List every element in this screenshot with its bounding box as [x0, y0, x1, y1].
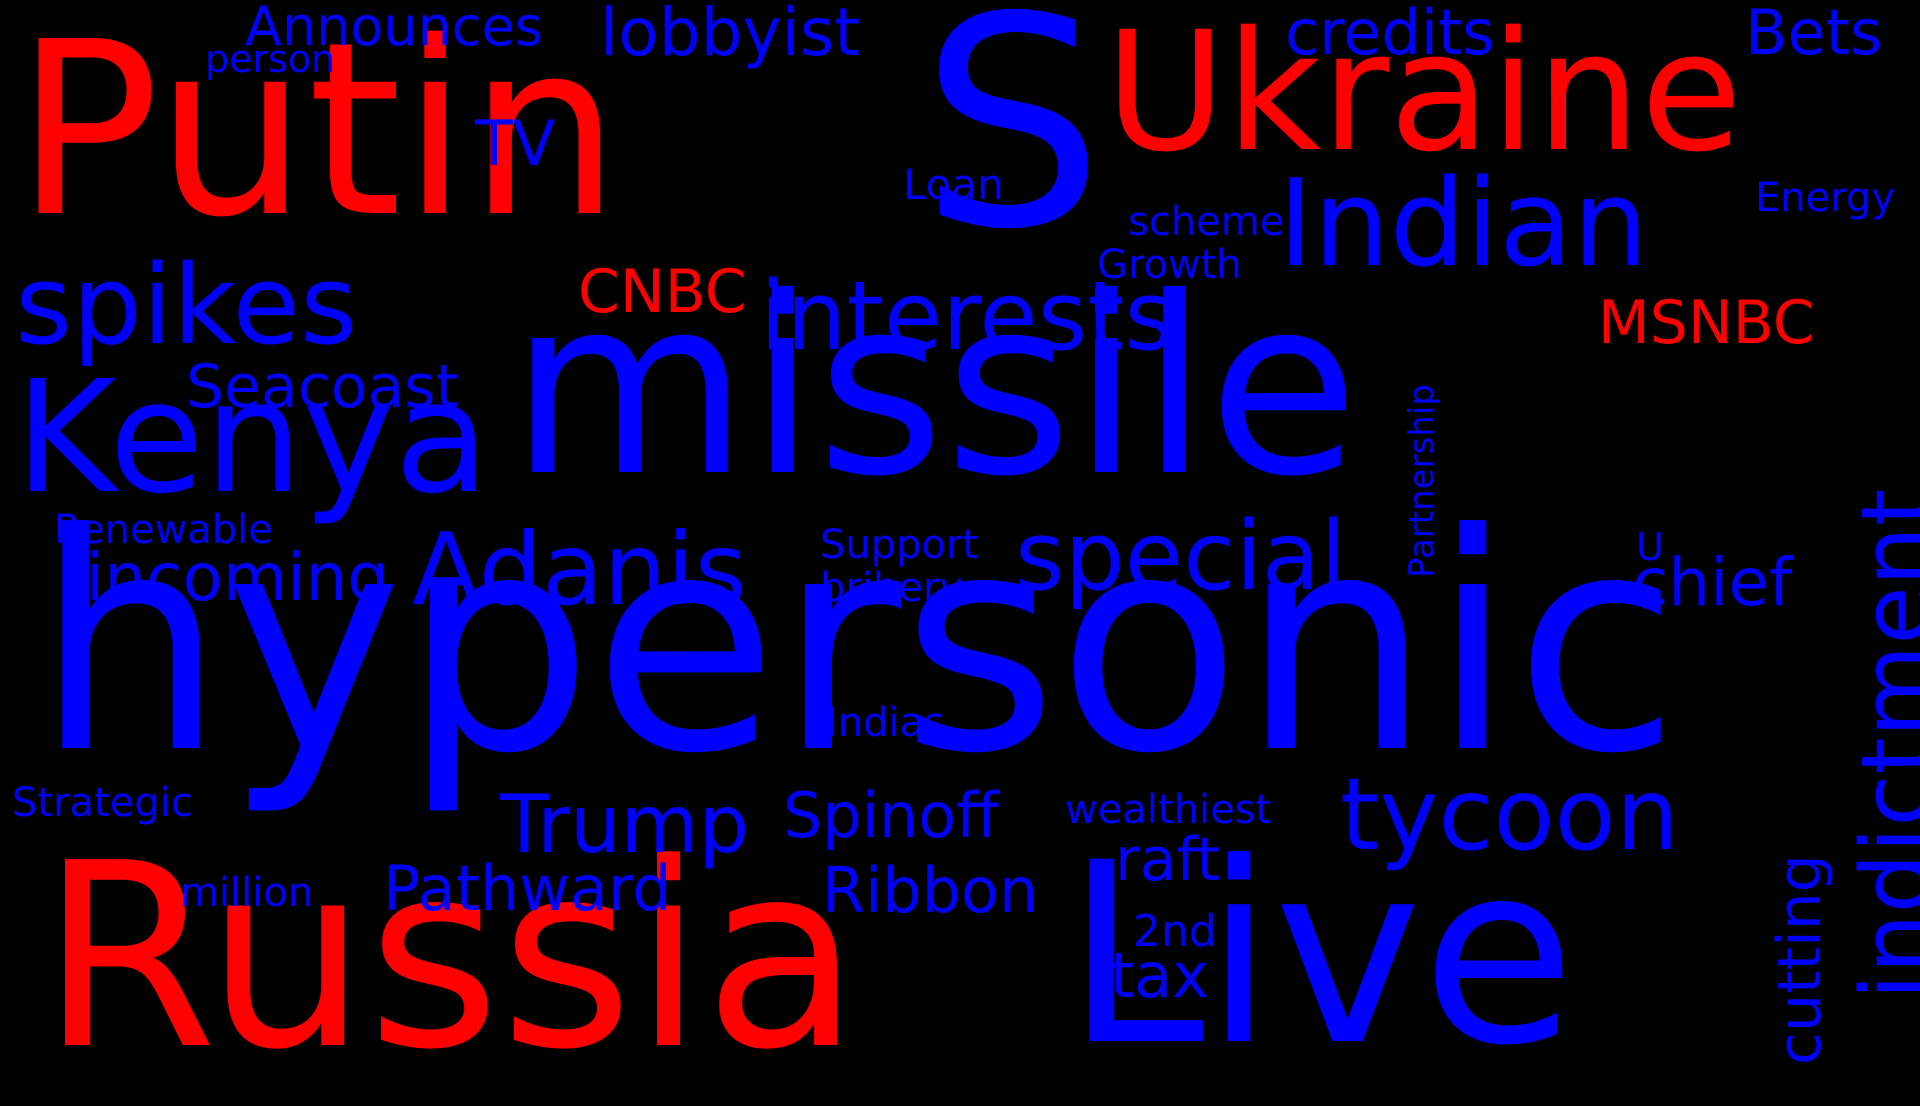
word-spikes: spikes: [15, 241, 358, 369]
word-announces: Announces: [245, 0, 543, 58]
word-partnership: Partnership: [1402, 384, 1442, 578]
word-indictment: indictment: [1842, 488, 1920, 1000]
word-support: Support: [820, 522, 979, 568]
word-cloud: Putin S Ukraine missile hypersonic Russi…: [12, 0, 1920, 1100]
word-kenya: Kenya: [15, 347, 490, 528]
word-renewable: Renewable: [54, 507, 273, 553]
word-wealthiest: wealthiest: [1065, 787, 1272, 833]
word-msnbc: MSNBC: [1598, 288, 1815, 358]
word-pathward: Pathward: [383, 852, 672, 925]
word-credits: credits: [1285, 0, 1495, 69]
word-incoming: incoming: [86, 539, 390, 616]
word-bribery: bribery: [820, 565, 964, 611]
word-cutting: cutting: [1765, 854, 1835, 1065]
word-russia: Russia: [40, 809, 861, 1106]
word-ribbon: Ribbon: [822, 854, 1039, 927]
word-seacoast: Seacoast: [186, 352, 460, 422]
word-person: person: [205, 37, 336, 81]
word-lobbyist: lobbyist: [600, 0, 861, 71]
word-strategic: Strategic: [12, 780, 193, 826]
word-putin: Putin: [15, 0, 621, 270]
word-tv: TV: [475, 107, 556, 180]
word-special: special: [1015, 502, 1347, 612]
word-interests: interests: [760, 262, 1174, 372]
word-loan: Loan: [903, 160, 1004, 209]
word-bets: Bets: [1745, 0, 1883, 69]
word-raft: raft: [1115, 825, 1221, 895]
word-adanis: Adanis: [412, 511, 747, 628]
word-growth: Growth: [1097, 242, 1242, 288]
word-cnbc: CNBC: [578, 257, 747, 327]
word-scheme: scheme: [1128, 199, 1285, 245]
word-live: Live: [1065, 809, 1576, 1100]
word-tax: tax: [1110, 939, 1209, 1012]
word-chief: chief: [1632, 544, 1793, 621]
word-indian: Indian: [1278, 155, 1649, 294]
word-indias: Indias: [826, 700, 946, 746]
word-ukraine: Ukraine: [1105, 0, 1743, 188]
word-energy: Energy: [1755, 175, 1896, 221]
word-2nd: 2nd: [1133, 906, 1217, 957]
word-u: U: [1636, 525, 1664, 569]
word-trump: Trump: [500, 778, 750, 871]
word-tycoon: tycoon: [1340, 756, 1680, 873]
word-hypersonic: hypersonic: [35, 470, 1680, 819]
word-spinoff: Spinoff: [783, 779, 999, 852]
word-missile: missile: [510, 245, 1359, 530]
word-million: million: [180, 870, 314, 916]
word-s: S: [920, 0, 1105, 293]
